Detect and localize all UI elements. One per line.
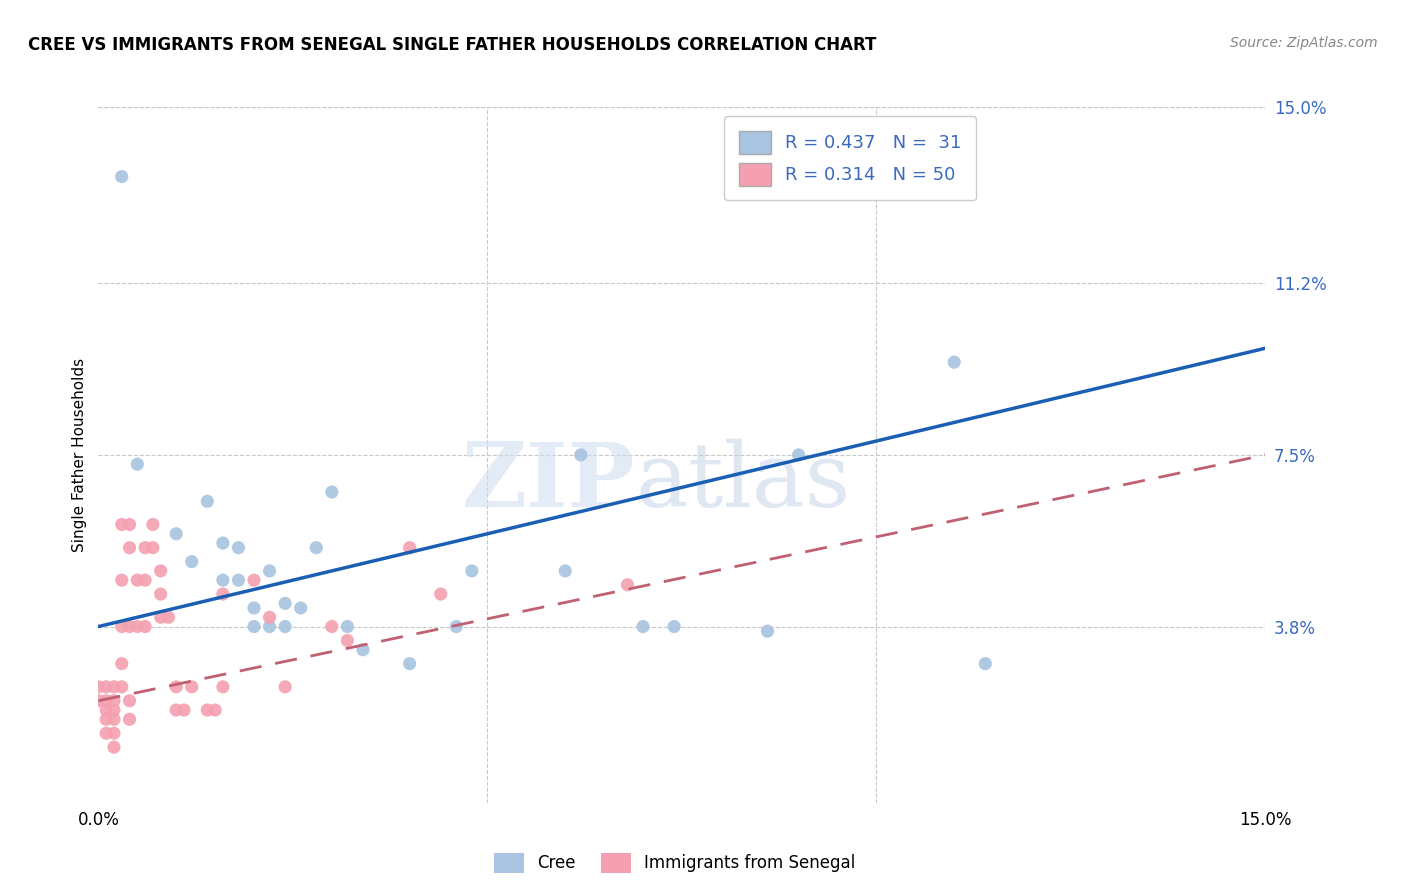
Point xyxy=(111,680,134,694)
Point xyxy=(554,564,576,578)
Point xyxy=(165,703,187,717)
Point xyxy=(290,601,312,615)
Point xyxy=(305,541,328,555)
Point xyxy=(274,619,297,633)
Point xyxy=(461,564,484,578)
Point xyxy=(212,587,235,601)
Point xyxy=(103,740,125,755)
Point xyxy=(446,619,468,633)
Text: CREE VS IMMIGRANTS FROM SENEGAL SINGLE FATHER HOUSEHOLDS CORRELATION CHART: CREE VS IMMIGRANTS FROM SENEGAL SINGLE F… xyxy=(28,36,876,54)
Point xyxy=(662,619,685,633)
Point xyxy=(195,703,218,717)
Point xyxy=(118,541,141,555)
Point xyxy=(195,494,218,508)
Point xyxy=(212,536,235,550)
Point xyxy=(87,680,110,694)
Point xyxy=(103,726,125,740)
Text: atlas: atlas xyxy=(636,439,851,526)
Point xyxy=(204,703,226,717)
Point xyxy=(259,610,281,624)
Point xyxy=(118,517,141,532)
Point xyxy=(111,573,134,587)
Point xyxy=(127,619,149,633)
Point xyxy=(228,541,250,555)
Point xyxy=(165,526,187,541)
Point xyxy=(180,555,202,569)
Point xyxy=(103,694,125,708)
Point xyxy=(243,573,266,587)
Point xyxy=(398,541,420,555)
Point xyxy=(165,680,187,694)
Point xyxy=(118,619,141,633)
Point xyxy=(127,457,149,471)
Y-axis label: Single Father Households: Single Father Households xyxy=(72,358,87,552)
Point xyxy=(87,694,110,708)
Point xyxy=(352,642,374,657)
Point xyxy=(336,619,359,633)
Point xyxy=(96,703,118,717)
Point xyxy=(259,564,281,578)
Point xyxy=(134,619,156,633)
Point xyxy=(111,169,134,184)
Point xyxy=(142,541,165,555)
Point xyxy=(149,587,172,601)
Point xyxy=(173,703,195,717)
Point xyxy=(96,712,118,726)
Point xyxy=(134,573,156,587)
Text: ZIP: ZIP xyxy=(461,439,636,526)
Point xyxy=(142,517,165,532)
Point xyxy=(134,541,156,555)
Point xyxy=(336,633,359,648)
Point xyxy=(111,517,134,532)
Point xyxy=(274,680,297,694)
Point xyxy=(103,680,125,694)
Point xyxy=(228,573,250,587)
Point xyxy=(243,601,266,615)
Point xyxy=(259,619,281,633)
Point xyxy=(118,694,141,708)
Point xyxy=(974,657,997,671)
Point xyxy=(631,619,654,633)
Point xyxy=(96,680,118,694)
Point xyxy=(321,485,343,500)
Point xyxy=(149,610,172,624)
Point xyxy=(787,448,810,462)
Point xyxy=(180,680,202,694)
Point xyxy=(569,448,592,462)
Legend: R = 0.437   N =  31, R = 0.314   N = 50: R = 0.437 N = 31, R = 0.314 N = 50 xyxy=(724,116,976,201)
Point xyxy=(111,619,134,633)
Point xyxy=(243,619,266,633)
Point xyxy=(127,573,149,587)
Point xyxy=(149,564,172,578)
Point xyxy=(274,596,297,610)
Point xyxy=(756,624,779,639)
Legend: Cree, Immigrants from Senegal: Cree, Immigrants from Senegal xyxy=(488,847,862,880)
Point xyxy=(103,703,125,717)
Point xyxy=(398,657,420,671)
Text: Source: ZipAtlas.com: Source: ZipAtlas.com xyxy=(1230,36,1378,50)
Point xyxy=(212,573,235,587)
Point xyxy=(118,712,141,726)
Point xyxy=(212,680,235,694)
Point xyxy=(943,355,966,369)
Point xyxy=(429,587,451,601)
Point xyxy=(157,610,180,624)
Point xyxy=(103,712,125,726)
Point xyxy=(96,726,118,740)
Point xyxy=(96,694,118,708)
Point xyxy=(111,657,134,671)
Point xyxy=(616,578,638,592)
Point xyxy=(321,619,343,633)
